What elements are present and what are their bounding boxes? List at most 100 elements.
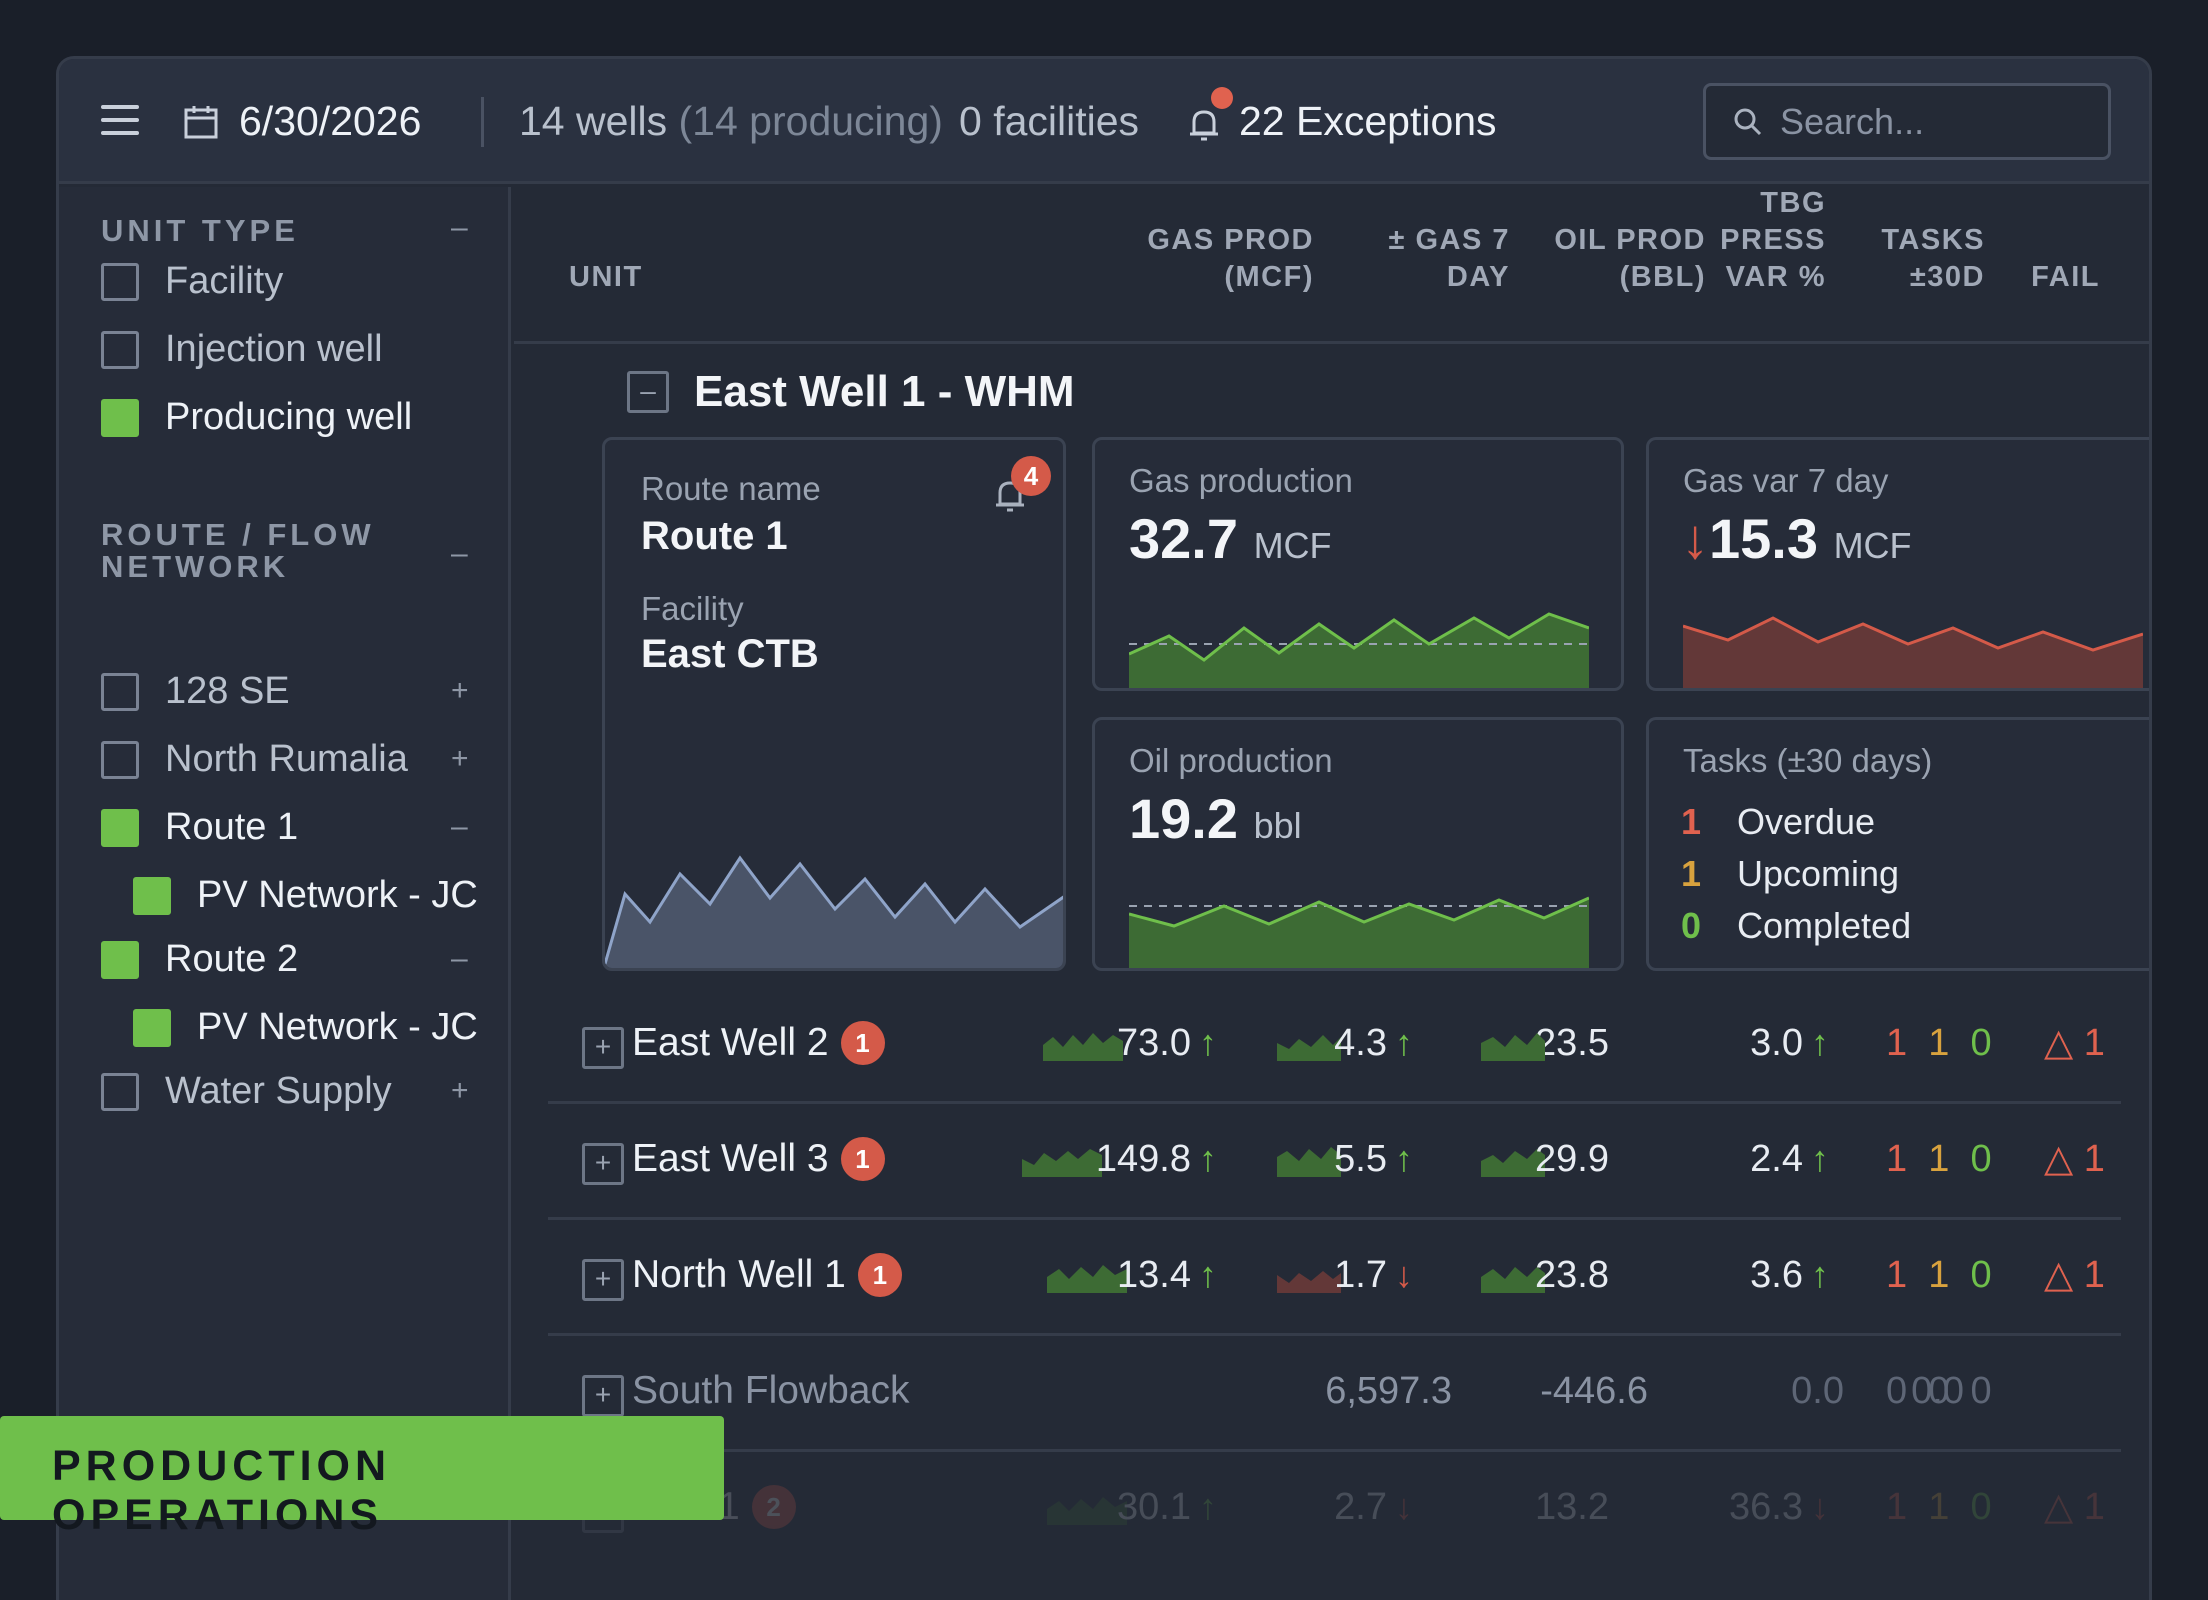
filter-pv-network-jc[interactable]: PV Network - JC — [133, 873, 533, 917]
facility-label: Facility — [641, 590, 744, 627]
task-counts[interactable]: 1 1 0 — [1886, 1017, 1992, 1069]
collapse-button[interactable]: – — [451, 942, 468, 975]
filter-label: Route 2 — [165, 938, 299, 980]
unit-type-collapse-button[interactable]: – — [451, 211, 468, 244]
up-arrow-icon: ↑ — [1811, 1254, 1829, 1295]
task-counts[interactable]: 1 1 0 — [1886, 1249, 1992, 1301]
fail-count[interactable]: △ 1 — [2044, 1133, 2105, 1185]
well-name: East Well 3 1 — [632, 1133, 885, 1185]
filter-pv-network-jc-2[interactable]: PV Network - JC — [133, 1005, 533, 1049]
task-upcoming: 1 — [1928, 1022, 1950, 1064]
expand-button[interactable]: + — [451, 742, 469, 775]
col-oil-prod[interactable]: OIL PROD (BBL) — [1554, 222, 1706, 296]
route-collapse-button[interactable]: – — [451, 537, 468, 570]
table-row[interactable]: + South Flowback 6,597.3 -446.6 0.0 0.0 … — [548, 1337, 2121, 1452]
warning-triangle-icon: △ — [2044, 1486, 2074, 1528]
checkbox-checked[interactable] — [101, 399, 139, 437]
col-fail[interactable]: FAIL — [2031, 261, 2100, 293]
search-input[interactable] — [1780, 96, 2090, 148]
gas-unit: MCF — [1253, 525, 1332, 566]
route-heading-line1: ROUTE / FLOW — [101, 517, 375, 552]
tasks-completed[interactable]: 0 Completed — [1681, 904, 1911, 948]
filter-label: 128 SE — [165, 670, 290, 712]
checkbox[interactable] — [101, 741, 139, 779]
filter-producing-well[interactable]: Producing well — [101, 395, 501, 439]
checkbox[interactable] — [101, 331, 139, 369]
task-counts[interactable]: 0 0 0 — [1886, 1365, 1992, 1417]
task-overdue: 1 — [1886, 1486, 1908, 1528]
filter-route-2[interactable]: Route 2 – — [101, 937, 501, 981]
oil-prod-number: 23.5 — [1535, 1022, 1609, 1064]
fail-number: 1 — [2083, 1486, 2105, 1528]
col-tbg-press-var[interactable]: TBG PRESS VAR % — [1720, 185, 1826, 296]
table-row[interactable]: + Well 12 30.1↑ 2.7↓ 13.2 36.3↓ 1 1 0 △ … — [548, 1453, 2121, 1568]
task-counts[interactable]: 1 1 0 — [1886, 1133, 1992, 1185]
filter-facility[interactable]: Facility — [101, 259, 501, 303]
header-divider — [481, 97, 484, 147]
bell-icon[interactable] — [1187, 105, 1221, 143]
expand-button[interactable]: + — [582, 1375, 624, 1417]
fail-count[interactable]: △ 1 — [2044, 1017, 2105, 1069]
checkbox[interactable] — [101, 1073, 139, 1111]
oil-production-card: Oil production 19.2 bbl — [1092, 717, 1624, 971]
tbg-var-number: 3.6 — [1750, 1254, 1803, 1296]
filter-label: PV Network - JC — [197, 874, 478, 916]
gas-mini-chart — [1047, 1497, 1127, 1525]
oil-label: Oil production — [1129, 742, 1333, 779]
facilities-count: 0 facilities — [959, 98, 1140, 144]
group-title: East Well 1 - WHM — [694, 367, 1075, 416]
collapse-button[interactable]: – — [451, 810, 468, 843]
filter-128-se[interactable]: 128 SE + — [101, 669, 501, 713]
checkbox-checked[interactable] — [133, 877, 171, 915]
gas-prod-value: 73.0 ↑ — [1117, 1017, 1217, 1069]
filter-label: Route 1 — [165, 806, 299, 848]
tbg-var-value: 3.6 ↑ — [1750, 1249, 1829, 1301]
col-gas7-line2: DAY — [1446, 261, 1510, 293]
calendar-icon[interactable] — [183, 104, 219, 140]
hamburger-menu-icon[interactable] — [101, 105, 139, 135]
task-completed: 0 — [1970, 1486, 1992, 1528]
expand-button[interactable]: + — [451, 1074, 469, 1107]
expand-button[interactable]: + — [582, 1027, 624, 1069]
expand-button[interactable]: + — [451, 674, 469, 707]
checkbox[interactable] — [101, 673, 139, 711]
filter-north-rumalia[interactable]: North Rumalia + — [101, 737, 501, 781]
oil-prod-number: 13.2 — [1535, 1486, 1609, 1528]
checkbox-checked[interactable] — [133, 1009, 171, 1047]
filter-water-supply[interactable]: Water Supply + — [101, 1069, 501, 1113]
filter-injection-well[interactable]: Injection well — [101, 327, 501, 371]
up-arrow-icon: ↑ — [1199, 1254, 1217, 1295]
well-name: South Flowback — [632, 1365, 909, 1417]
tbg-var-number: 2.4 — [1750, 1138, 1803, 1180]
exceptions-link[interactable]: 22 Exceptions — [1239, 98, 1497, 144]
col-gas-prod[interactable]: GAS PROD (MCF) — [1147, 222, 1314, 296]
date-selector[interactable]: 6/30/2026 — [239, 98, 422, 144]
gas7-number: -446.6 — [1540, 1370, 1648, 1412]
task-counts[interactable]: 1 1 0 — [1886, 1481, 1992, 1533]
top-bar: 6/30/2026 14 wells (14 producing) 0 faci… — [59, 59, 2149, 184]
tasks-upcoming[interactable]: 1 Upcoming — [1681, 852, 1899, 896]
col-tasks[interactable]: TASKS ±30D — [1881, 222, 1985, 296]
route-sparkline — [605, 855, 1063, 968]
checkbox-checked[interactable] — [101, 941, 139, 979]
filter-route-1[interactable]: Route 1 – — [101, 805, 501, 849]
search-box[interactable] — [1703, 83, 2111, 160]
task-upcoming: 1 — [1928, 1138, 1950, 1180]
col-unit[interactable]: UNIT — [569, 261, 643, 293]
collapse-button[interactable]: – — [627, 371, 669, 413]
fail-count[interactable]: △ 1 — [2044, 1249, 2105, 1301]
alert-badge: 1 — [857, 1253, 902, 1297]
up-arrow-icon: ↑ — [1395, 1138, 1413, 1179]
expand-button[interactable]: + — [582, 1143, 624, 1185]
down-arrow-icon: ↓ — [1811, 1486, 1829, 1527]
fail-count[interactable]: △ 1 — [2044, 1481, 2105, 1533]
checkbox[interactable] — [101, 263, 139, 301]
expand-button[interactable]: + — [582, 1259, 624, 1301]
gas7-mini-chart — [1277, 1271, 1341, 1293]
checkbox-checked[interactable] — [101, 809, 139, 847]
col-gas-7-day[interactable]: ± GAS 7 DAY — [1388, 222, 1510, 296]
tasks-overdue[interactable]: 1 Overdue — [1681, 800, 1875, 844]
